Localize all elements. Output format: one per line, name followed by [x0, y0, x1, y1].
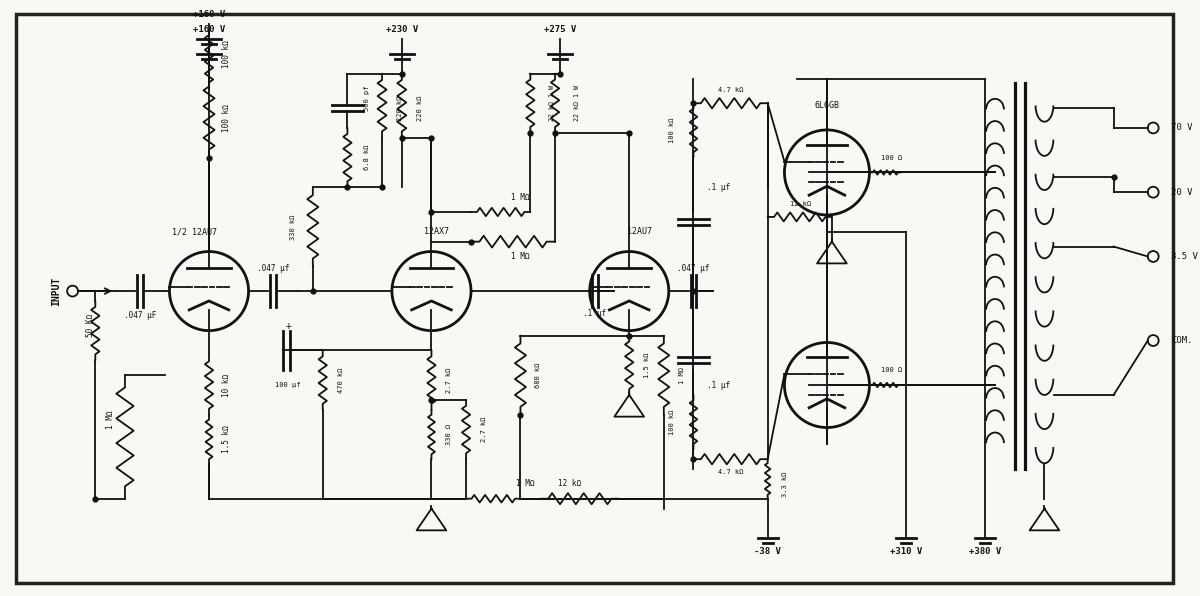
Text: 100 Ω: 100 Ω — [881, 367, 902, 373]
Text: 470 kΩ: 470 kΩ — [337, 367, 343, 393]
Text: 100 kΩ: 100 kΩ — [668, 117, 674, 142]
Text: +310 V: +310 V — [890, 547, 922, 555]
Text: 1 MΩ: 1 MΩ — [511, 193, 529, 201]
Text: 330 Ω: 330 Ω — [446, 424, 452, 445]
Text: 20 V: 20 V — [1171, 188, 1193, 197]
Text: 12 kΩ: 12 kΩ — [558, 479, 582, 488]
Text: .047 μF: .047 μF — [124, 311, 156, 320]
Text: .047 μf: .047 μf — [677, 264, 709, 273]
Text: 100 kΩ: 100 kΩ — [222, 104, 232, 132]
Text: +230 V: +230 V — [385, 25, 418, 34]
Text: 330 kΩ: 330 kΩ — [290, 214, 296, 240]
Text: 70 V: 70 V — [1171, 123, 1193, 132]
Text: 12AU7: 12AU7 — [626, 227, 652, 236]
Text: +160 V: +160 V — [193, 10, 226, 19]
Text: 220 kΩ: 220 kΩ — [397, 95, 403, 121]
Text: 12 kΩ: 12 kΩ — [790, 201, 811, 207]
Text: 680 kΩ: 680 kΩ — [535, 362, 541, 388]
Text: 6.8 kΩ: 6.8 kΩ — [365, 145, 371, 170]
Text: +: + — [286, 321, 292, 331]
Text: 1.5 kΩ: 1.5 kΩ — [644, 352, 650, 378]
Text: 6L6GB: 6L6GB — [815, 101, 840, 110]
Text: 100 kΩ: 100 kΩ — [668, 410, 674, 435]
Text: COM.: COM. — [1171, 336, 1193, 345]
Text: .047 μf: .047 μf — [257, 264, 289, 273]
Text: 12AX7: 12AX7 — [424, 227, 449, 236]
Text: 100 kΩ: 100 kΩ — [222, 40, 232, 68]
Text: 2.7 kΩ: 2.7 kΩ — [446, 367, 452, 393]
Text: 100 μf: 100 μf — [275, 382, 301, 388]
Text: 220 kΩ: 220 kΩ — [416, 95, 422, 121]
Text: INPUT: INPUT — [50, 277, 61, 306]
Text: 1 MΩ: 1 MΩ — [679, 367, 685, 384]
Text: 22 kΩ 1 W: 22 kΩ 1 W — [550, 85, 556, 121]
Text: 1/2 12AU7: 1/2 12AU7 — [172, 227, 217, 236]
Text: .1 μf: .1 μf — [707, 183, 730, 192]
Text: 3.3 kΩ: 3.3 kΩ — [782, 471, 788, 496]
Text: 4.7 kΩ: 4.7 kΩ — [719, 88, 744, 94]
Text: .1 μf: .1 μf — [583, 309, 606, 318]
Text: 1.5 kΩ: 1.5 kΩ — [222, 426, 232, 454]
Text: +275 V: +275 V — [544, 25, 576, 34]
Text: +160 V: +160 V — [193, 25, 226, 34]
Text: .1 μf: .1 μf — [707, 380, 730, 390]
Text: -38 V: -38 V — [754, 547, 781, 555]
Text: 4.7 kΩ: 4.7 kΩ — [719, 469, 744, 475]
Text: 22 kΩ 1 W: 22 kΩ 1 W — [574, 85, 580, 121]
Text: 2.7 kΩ: 2.7 kΩ — [481, 417, 487, 442]
Text: 1 MΩ: 1 MΩ — [511, 252, 529, 261]
Text: +380 V: +380 V — [970, 547, 1001, 555]
Text: 3.5 V: 3.5 V — [1171, 252, 1198, 261]
Text: 10 kΩ: 10 kΩ — [222, 374, 232, 396]
Text: 1 MΩ: 1 MΩ — [516, 479, 535, 488]
Text: 1 MΩ: 1 MΩ — [106, 411, 115, 429]
Text: 100 Ω: 100 Ω — [881, 154, 902, 160]
Text: 500 pf: 500 pf — [365, 86, 371, 111]
Text: 50 KΩ: 50 KΩ — [86, 314, 95, 337]
